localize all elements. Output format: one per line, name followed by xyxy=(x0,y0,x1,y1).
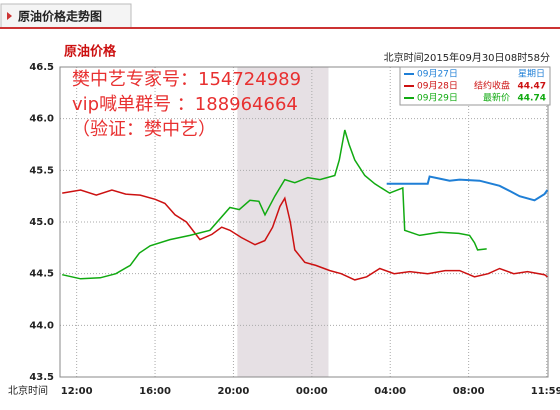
timestamp: 北京时间2015年09月30日08时58分 xyxy=(384,51,550,64)
legend-label: 09月29日 xyxy=(417,93,458,104)
tab[interactable] xyxy=(0,3,132,29)
legend-box xyxy=(399,66,551,106)
y-tick-label: 46.5 xyxy=(29,62,54,73)
y-tick-label: 44.5 xyxy=(29,269,54,280)
y-tick-label: 45.0 xyxy=(29,217,54,228)
watermark: 樊中艺专家号：154724989 xyxy=(72,69,301,90)
watermark: （验证：樊中艺） xyxy=(72,119,216,140)
x-tick-label: 00:00 xyxy=(296,386,328,397)
x-tick-label: 08:00 xyxy=(453,386,485,397)
y-tick-label: 44.0 xyxy=(29,320,54,331)
watermark: vip喊单群号 ：188964664 xyxy=(72,94,298,115)
x-tick-label: 12:00 xyxy=(61,386,93,397)
y-tick-label: 45.5 xyxy=(29,165,54,176)
tab-title[interactable]: 原油价格走势图 xyxy=(18,9,102,24)
legend-note: 最新价 xyxy=(483,92,510,104)
legend-label: 09月28日 xyxy=(417,81,458,92)
x-tick-label: 04:00 xyxy=(374,386,406,397)
legend-note: 星期日 xyxy=(518,69,545,80)
x-tick-label: 11:59 xyxy=(531,386,560,397)
legend-value: 44.74 xyxy=(518,94,546,104)
series-line xyxy=(386,175,549,202)
chart-title: 原油价格 xyxy=(64,44,117,60)
x-tick-label: 16:00 xyxy=(139,386,171,397)
y-tick-label: 46.0 xyxy=(29,114,54,125)
plot-border xyxy=(59,66,549,378)
legend-label: 09月27日 xyxy=(417,69,458,80)
x-tick-label: 20:00 xyxy=(218,386,250,397)
y-tick-label: 43.5 xyxy=(29,372,54,383)
legend-note: 结约收盘 xyxy=(474,80,510,92)
legend-value: 44.47 xyxy=(518,82,546,92)
tab-icon xyxy=(7,12,12,20)
x-axis-label: 北京时间 xyxy=(8,384,48,397)
series-line xyxy=(62,129,487,280)
series-line xyxy=(62,189,548,281)
